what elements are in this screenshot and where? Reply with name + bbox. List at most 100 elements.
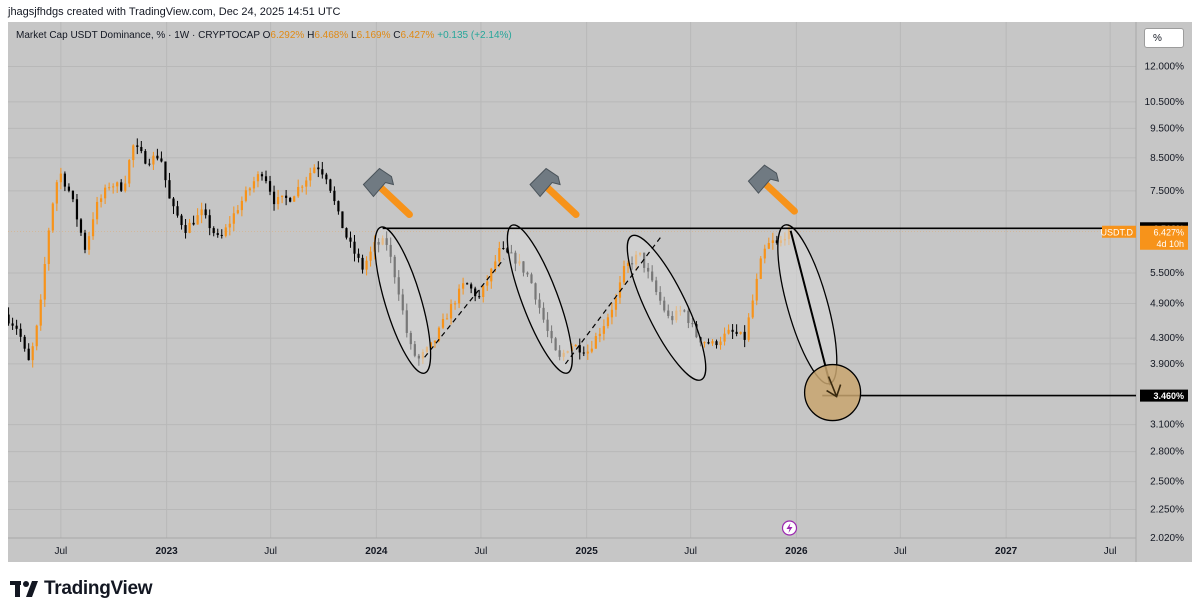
candle-body (618, 282, 622, 298)
candle (67, 183, 71, 193)
candle (622, 260, 626, 285)
candle-body (27, 348, 30, 361)
candle-body (180, 215, 183, 226)
time-tick-label: Jul (1104, 546, 1117, 557)
candle (293, 195, 296, 202)
candle-body (759, 258, 762, 279)
candle (341, 211, 344, 229)
countdown-text: 4d 10h (1156, 239, 1184, 249)
candle-body (276, 197, 280, 205)
candle-body (196, 215, 199, 225)
candle (140, 141, 143, 154)
candle-body (445, 318, 449, 320)
hammer-head (529, 167, 561, 198)
candle (763, 244, 766, 264)
candle-body (11, 323, 14, 326)
candle (104, 184, 107, 205)
candle (47, 227, 50, 271)
candle (703, 341, 706, 348)
candle-body (602, 326, 605, 334)
legend-low: L6.169% (351, 30, 390, 41)
candle (176, 200, 179, 218)
candle (216, 228, 219, 238)
candle-body (441, 319, 445, 328)
candle-body (309, 173, 312, 181)
candle (144, 149, 147, 165)
candle-body (345, 228, 348, 238)
candle-body (594, 336, 597, 349)
candle-body (108, 187, 111, 189)
candle-body (453, 303, 457, 305)
chart-canvas[interactable]: 12.000% 10.500% 9.500% 8.500% 7.500% 5.500% 4.… (8, 22, 1192, 562)
candle-body (313, 167, 316, 174)
candle (490, 267, 493, 289)
candle-body (51, 203, 54, 231)
candle (739, 331, 742, 335)
price-tick-label: 2.500% (1150, 477, 1184, 488)
candle-body (144, 151, 147, 164)
candle (345, 227, 348, 240)
candle-body (67, 186, 71, 191)
tradingview-wordmark: TradingView (44, 578, 153, 599)
candle (244, 186, 248, 203)
candle-body (727, 329, 730, 334)
candle (353, 234, 356, 262)
legend-interval: 1W (174, 30, 190, 41)
candle-body (260, 174, 264, 177)
candle-body (176, 206, 179, 216)
candle-body (743, 331, 746, 340)
drop-ellipse-2 (506, 224, 573, 374)
candle-body (204, 209, 207, 216)
candle (775, 235, 778, 245)
candle-body (582, 352, 585, 354)
candle-body (104, 187, 107, 199)
candle (462, 277, 465, 295)
candle (610, 302, 614, 325)
candle (95, 196, 99, 225)
candle-body (502, 248, 505, 250)
candle (23, 334, 26, 352)
candle-body (212, 228, 215, 234)
candle (268, 175, 272, 196)
candle-body (719, 341, 722, 346)
candle (598, 327, 601, 343)
candle-body (236, 210, 239, 214)
legend-open: O6.292% (263, 30, 305, 41)
candle-body (148, 163, 151, 165)
candle (120, 179, 123, 192)
candle-body (112, 186, 115, 188)
candle (325, 172, 328, 185)
candle (309, 167, 312, 187)
time-tick-label: 2024 (365, 546, 388, 557)
candle (276, 189, 280, 210)
candle (99, 194, 103, 208)
candle-body (466, 283, 469, 285)
candle (152, 151, 155, 171)
chart-panel[interactable]: 12.000% 10.500% 9.500% 8.500% 7.500% 5.500% 4.… (8, 22, 1192, 562)
hammer-handle (540, 181, 580, 219)
candle-body (498, 248, 501, 262)
candle (220, 229, 223, 239)
candle-body (264, 176, 268, 182)
candle-body (248, 188, 252, 191)
candle (55, 179, 58, 212)
time-tick-label: Jul (684, 546, 697, 557)
candle (313, 164, 316, 174)
candle (164, 161, 167, 188)
candle-body (136, 145, 139, 147)
candle-body (707, 342, 710, 344)
candle-body (91, 219, 95, 237)
candle-body (19, 328, 22, 337)
percent-scale-button[interactable]: % (1144, 28, 1184, 48)
candle-body (462, 283, 465, 289)
price-tick-label: 2.250% (1150, 504, 1184, 515)
candle-body (83, 232, 87, 250)
candle-body (23, 336, 26, 349)
candle-body (767, 242, 770, 249)
candle-body (349, 237, 352, 242)
candle-body (711, 341, 714, 344)
candle-body (140, 146, 143, 152)
candle (59, 167, 62, 190)
candle-body (272, 191, 276, 205)
candle (39, 294, 42, 331)
